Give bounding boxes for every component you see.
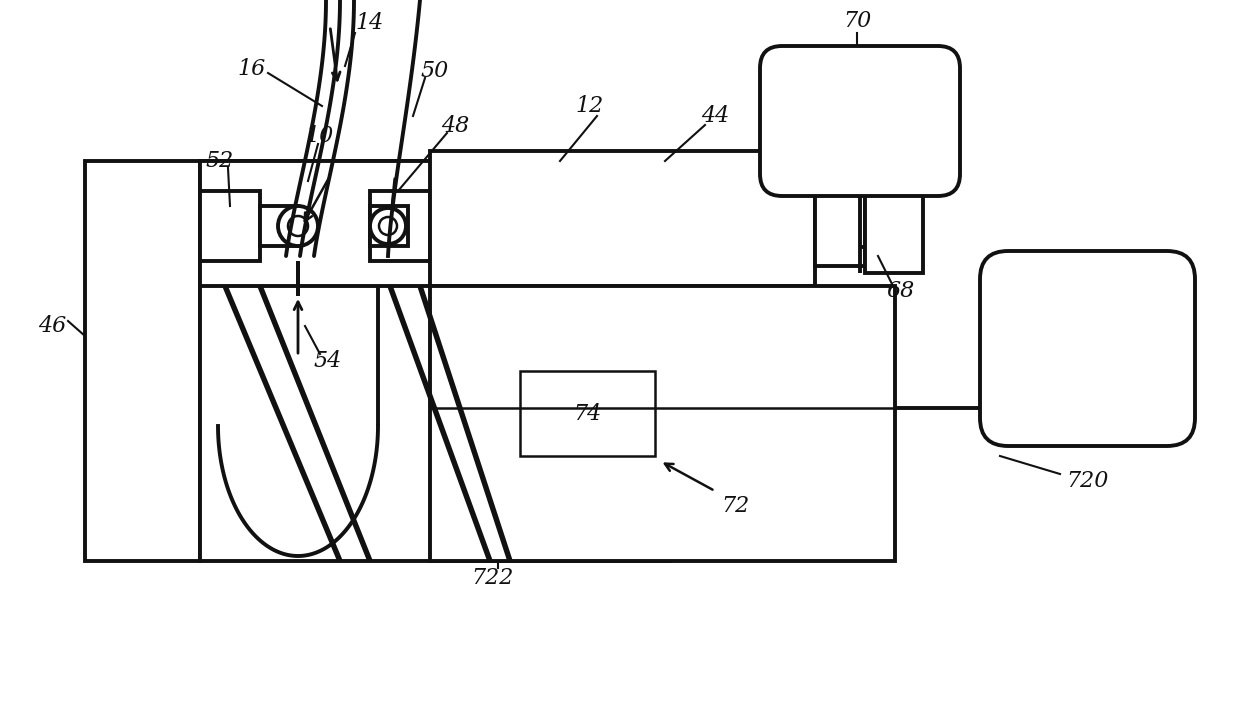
Bar	[430, 151, 815, 286]
Bar	[200, 161, 670, 561]
Bar	[200, 191, 260, 261]
FancyBboxPatch shape	[980, 251, 1195, 446]
Bar	[866, 173, 923, 273]
Text: 10: 10	[306, 125, 334, 147]
Text: 72: 72	[720, 495, 749, 517]
FancyBboxPatch shape	[760, 46, 960, 196]
Bar	[370, 191, 430, 261]
Text: 44: 44	[701, 105, 729, 127]
Text: 74: 74	[573, 403, 601, 425]
Circle shape	[288, 216, 308, 236]
Bar	[430, 286, 895, 561]
Text: 12: 12	[575, 95, 604, 117]
Text: 14: 14	[356, 12, 384, 34]
Text: 48: 48	[441, 115, 469, 137]
Bar	[815, 176, 866, 266]
Text: 16: 16	[238, 58, 267, 80]
Bar	[260, 206, 298, 246]
Bar	[200, 161, 670, 286]
Text: 50: 50	[420, 60, 449, 82]
Circle shape	[278, 206, 317, 246]
Text: 722: 722	[471, 567, 513, 589]
Circle shape	[379, 217, 397, 235]
Text: 52: 52	[206, 150, 234, 172]
Bar	[370, 206, 408, 246]
Circle shape	[370, 208, 405, 244]
Bar	[86, 161, 200, 561]
Text: 720: 720	[1066, 470, 1109, 492]
Text: 70: 70	[843, 10, 872, 32]
Bar	[520, 371, 655, 456]
Text: 46: 46	[38, 315, 66, 337]
Text: 54: 54	[314, 350, 342, 372]
Text: 68: 68	[885, 280, 914, 302]
